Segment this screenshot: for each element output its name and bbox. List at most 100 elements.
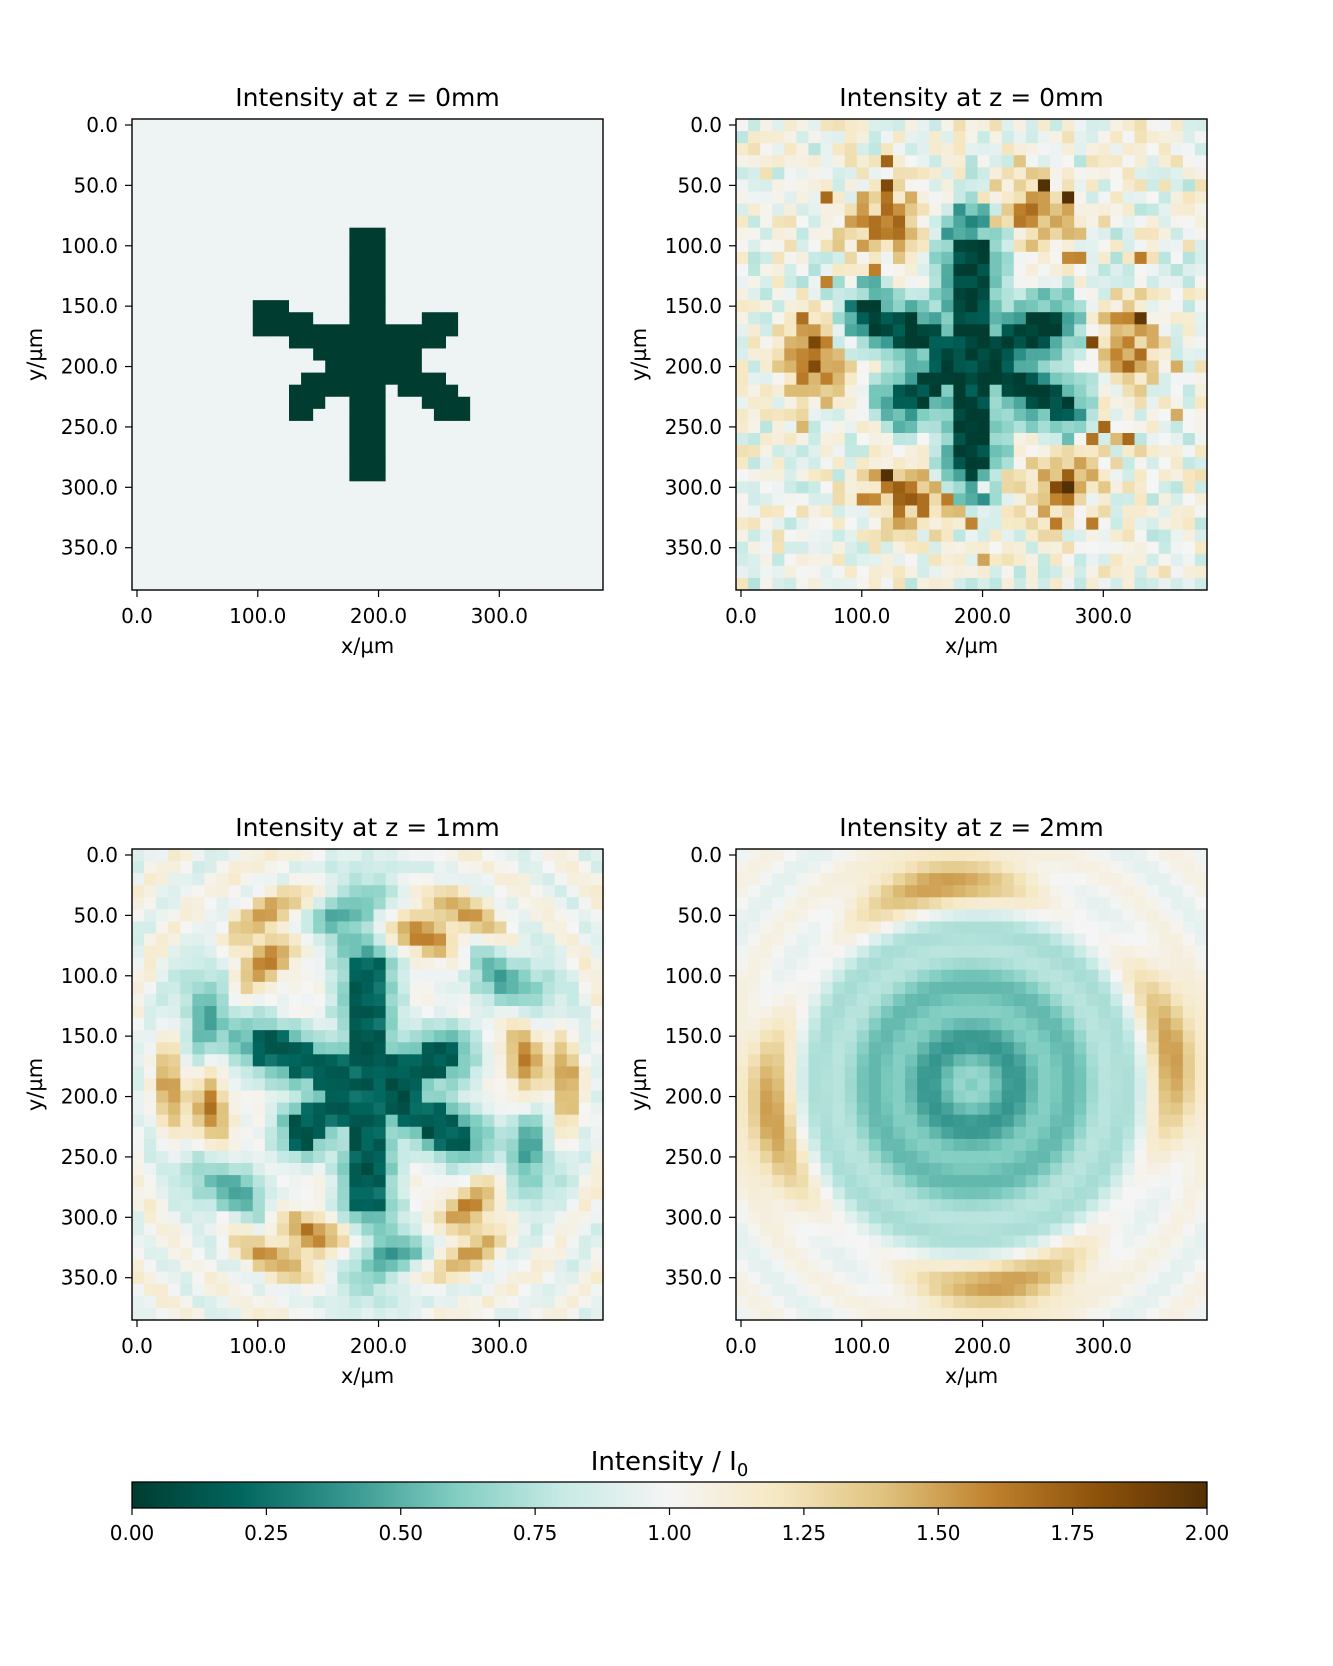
heatmap-cell — [530, 541, 544, 555]
heatmap-cell — [530, 324, 544, 337]
heatmap-cell — [264, 408, 278, 422]
heatmap-cell — [941, 251, 954, 265]
heatmap-cell — [144, 1102, 157, 1116]
heatmap-cell — [1170, 131, 1184, 144]
heatmap-cell — [349, 276, 363, 289]
heatmap-cell — [1170, 921, 1184, 935]
heatmap-cell — [1037, 324, 1051, 337]
heatmap-cell — [1134, 239, 1148, 253]
heatmap-cell — [313, 1042, 326, 1055]
heatmap-cell — [1013, 469, 1027, 482]
heatmap-cell — [204, 1066, 218, 1080]
heatmap-cell — [1194, 119, 1208, 132]
heatmap-cell — [796, 861, 810, 874]
heatmap-cell — [385, 885, 399, 898]
heatmap-cell — [168, 372, 181, 386]
heatmap-cell — [542, 885, 556, 898]
heatmap-cell — [578, 1018, 592, 1031]
heatmap-cell — [1110, 469, 1124, 482]
heatmap-cell — [337, 360, 350, 374]
heatmap-cell — [760, 191, 773, 205]
heatmap-cell — [132, 384, 145, 398]
y-tick-label: 100.0 — [61, 964, 118, 988]
heatmap-cell — [760, 849, 773, 862]
heatmap-cell — [446, 263, 459, 277]
heatmap-cell — [156, 276, 169, 289]
heatmap-cell — [590, 969, 604, 983]
heatmap-cell — [433, 505, 447, 519]
heatmap-cell — [820, 396, 834, 410]
heatmap-cell — [264, 445, 278, 458]
heatmap-cell — [446, 1126, 459, 1140]
heatmap-cell — [470, 1211, 483, 1224]
heatmap-cell — [542, 1006, 556, 1019]
heatmap-cell — [1170, 553, 1184, 567]
heatmap-cell — [433, 457, 447, 470]
heatmap-cell — [772, 933, 785, 947]
heatmap-cell — [1122, 227, 1136, 241]
heatmap-cell — [470, 909, 483, 923]
heatmap-cell — [313, 1223, 326, 1237]
heatmap-cell — [228, 251, 242, 265]
heatmap-cell — [736, 288, 749, 301]
heatmap-cell — [1194, 384, 1208, 398]
heatmap-cell — [820, 885, 834, 898]
heatmap-cell — [470, 921, 483, 935]
heatmap-cell — [905, 933, 918, 947]
heatmap-cell — [530, 167, 544, 180]
heatmap-cell — [1146, 348, 1160, 362]
heatmap-cell — [796, 873, 810, 886]
heatmap-cell — [1001, 897, 1015, 910]
heatmap-cell — [446, 300, 459, 313]
heatmap-cell — [337, 493, 350, 507]
heatmap-cell — [433, 1247, 447, 1261]
heatmap-cell — [373, 1175, 387, 1188]
heatmap-cell — [772, 155, 785, 168]
heatmap-cell — [192, 1006, 206, 1019]
heatmap-cell — [494, 553, 507, 567]
heatmap-cell — [289, 969, 302, 983]
heatmap-cell — [421, 1259, 435, 1273]
heatmap-cell — [893, 360, 906, 374]
heatmap-cell — [542, 981, 556, 995]
heatmap-cell — [276, 1295, 290, 1309]
heatmap-cell — [590, 517, 604, 531]
heatmap-cell — [192, 179, 206, 193]
heatmap-cell — [856, 909, 870, 923]
heatmap-cell — [168, 1187, 181, 1200]
heatmap-cell — [132, 885, 145, 898]
heatmap-cell — [506, 1235, 520, 1249]
heatmap-cell — [216, 577, 230, 591]
heatmap-cell — [748, 336, 761, 350]
heatmap-cell — [168, 849, 181, 862]
heatmap-cell — [784, 348, 797, 362]
heatmap-cell — [1062, 119, 1075, 132]
heatmap-cell — [1110, 324, 1124, 337]
heatmap-cell — [506, 360, 520, 374]
heatmap-cell — [409, 420, 423, 434]
heatmap-cell — [301, 1066, 314, 1080]
heatmap-cell — [1037, 505, 1051, 519]
heatmap-cell — [542, 553, 556, 567]
heatmap-cell — [1122, 191, 1136, 205]
heatmap-cell — [276, 921, 290, 935]
heatmap-cell — [1134, 167, 1148, 180]
heatmap-cell — [554, 969, 568, 983]
heatmap-cell — [156, 239, 169, 253]
heatmap-cell — [772, 215, 785, 229]
heatmap-cell — [1134, 143, 1148, 156]
heatmap-cell — [156, 957, 169, 971]
heatmap-cell — [482, 1235, 495, 1249]
heatmap-cell — [446, 1247, 459, 1261]
heatmap-cell — [1170, 251, 1184, 265]
heatmap-cell — [337, 541, 350, 555]
heatmap-cell — [905, 215, 918, 229]
heatmap-cell — [506, 445, 520, 458]
heatmap-cell — [554, 360, 568, 374]
heatmap-cell — [482, 541, 495, 555]
heatmap-cell — [494, 203, 507, 217]
heatmap-cell — [192, 1078, 206, 1092]
heatmap-cell — [433, 873, 447, 886]
heatmap-cell — [566, 885, 580, 898]
heatmap-cell — [941, 131, 954, 144]
